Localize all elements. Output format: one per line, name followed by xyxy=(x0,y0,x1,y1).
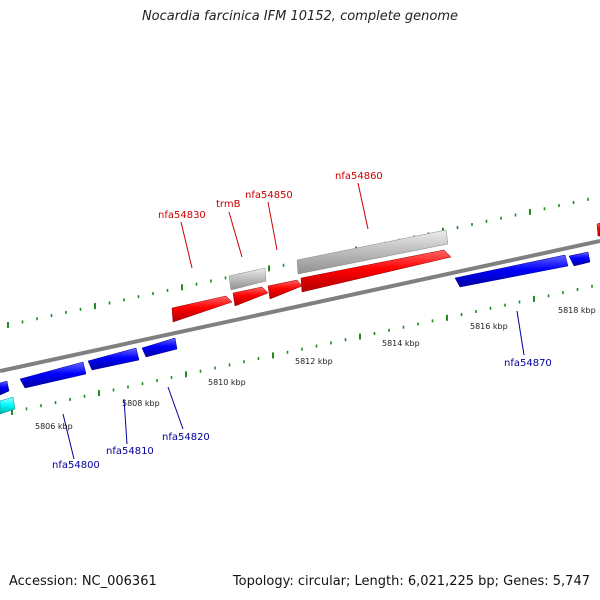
label-nfa54820: nfa54820 xyxy=(162,432,210,443)
label-nfa54810: nfa54810 xyxy=(106,446,154,457)
gene-forward-edge[interactable] xyxy=(596,222,600,237)
leader-nfa54850 xyxy=(267,201,278,251)
scale-label-5808: 5808 kbp xyxy=(122,399,160,408)
map-title: Nocardia farcinica IFM 10152, complete g… xyxy=(141,9,459,24)
label-nfa54850: nfa54850 xyxy=(245,190,293,201)
leader-nfa54830 xyxy=(180,221,193,269)
tick-row-inner xyxy=(11,284,593,415)
leader-nfa54870 xyxy=(516,310,525,356)
scale-label-5816: 5816 kbp xyxy=(470,322,508,331)
label-nfa54800: nfa54800 xyxy=(52,460,100,471)
gene-nfa54810[interactable] xyxy=(87,347,140,371)
label-nfa54860: nfa54860 xyxy=(335,171,383,182)
gene-nfa54860[interactable] xyxy=(300,249,452,293)
gene-gray-2[interactable] xyxy=(296,229,449,275)
scale-label-5810: 5810 kbp xyxy=(208,378,246,387)
genome-backbone xyxy=(0,239,600,373)
leader-nfa54820 xyxy=(167,386,184,430)
scale-label-5806: 5806 kbp xyxy=(35,422,73,431)
label-nfa54830: nfa54830 xyxy=(158,210,206,221)
gene-nfa54820[interactable] xyxy=(141,337,178,358)
gene-blue-left-edge[interactable] xyxy=(0,380,10,396)
gene-nfa54850[interactable] xyxy=(267,279,303,300)
leader-trmB xyxy=(228,211,243,258)
leader-nfa54860 xyxy=(357,182,369,230)
gene-gray-1[interactable] xyxy=(228,267,267,291)
gene-nfa54870[interactable] xyxy=(454,254,569,288)
label-nfa54870: nfa54870 xyxy=(504,358,552,369)
genome-summary-text: Topology: circular; Length: 6,021,225 bp… xyxy=(232,574,590,589)
gene-blue-right[interactable] xyxy=(568,251,591,267)
gene-nfa54800[interactable] xyxy=(19,361,87,389)
accession-text: Accession: NC_006361 xyxy=(9,574,157,589)
scale-label-5812: 5812 kbp xyxy=(295,357,333,366)
label-trmB: trmB xyxy=(216,199,241,210)
gene-nfa54830[interactable] xyxy=(171,295,233,323)
leader-nfa54800 xyxy=(62,413,75,460)
scale-label-5818: 5818 kbp xyxy=(558,306,596,315)
gene-rna-cyan[interactable] xyxy=(0,396,16,415)
gene-trmB[interactable] xyxy=(232,286,269,307)
leader-nfa54810 xyxy=(123,398,128,445)
scale-label-5814: 5814 kbp xyxy=(382,339,420,348)
